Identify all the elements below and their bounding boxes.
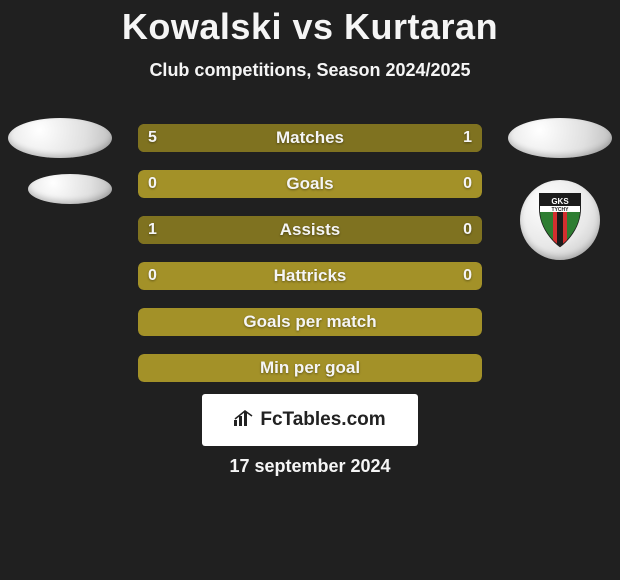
date-label: 17 september 2024 xyxy=(0,456,620,477)
stat-label: Min per goal xyxy=(138,354,482,382)
page-subtitle: Club competitions, Season 2024/2025 xyxy=(0,60,620,81)
stat-bars: 51Matches 00Goals 10Assists 00Hattricks Goal… xyxy=(138,124,482,400)
right-team-badge-placeholder-1 xyxy=(508,118,612,158)
stat-bar: 00Hattricks xyxy=(138,262,482,290)
stat-label: Hattricks xyxy=(138,262,482,290)
page-title: Kowalski vs Kurtaran xyxy=(0,0,620,48)
comparison-infographic: Kowalski vs Kurtaran Club competitions, … xyxy=(0,0,620,580)
shield-icon: GKS TYCHY xyxy=(537,192,583,248)
stat-bar: 10Assists xyxy=(138,216,482,244)
stat-bar: 00Goals xyxy=(138,170,482,198)
logo-top-text: GKS xyxy=(551,197,569,206)
stat-label: Goals per match xyxy=(138,308,482,336)
brand-badge: FcTables.com xyxy=(202,394,418,446)
stat-bar: 51Matches xyxy=(138,124,482,152)
stat-bar: Min per goal xyxy=(138,354,482,382)
logo-bottom-text: TYCHY xyxy=(552,207,570,213)
stat-label: Goals xyxy=(138,170,482,198)
chart-icon xyxy=(234,410,254,431)
stat-label: Assists xyxy=(138,216,482,244)
stat-bar: Goals per match xyxy=(138,308,482,336)
left-team-badge-placeholder-2 xyxy=(28,174,112,204)
left-team-badge-placeholder-1 xyxy=(8,118,112,158)
right-team-badge: GKS TYCHY xyxy=(520,180,600,260)
stat-label: Matches xyxy=(138,124,482,152)
brand-text: FcTables.com xyxy=(260,409,385,431)
